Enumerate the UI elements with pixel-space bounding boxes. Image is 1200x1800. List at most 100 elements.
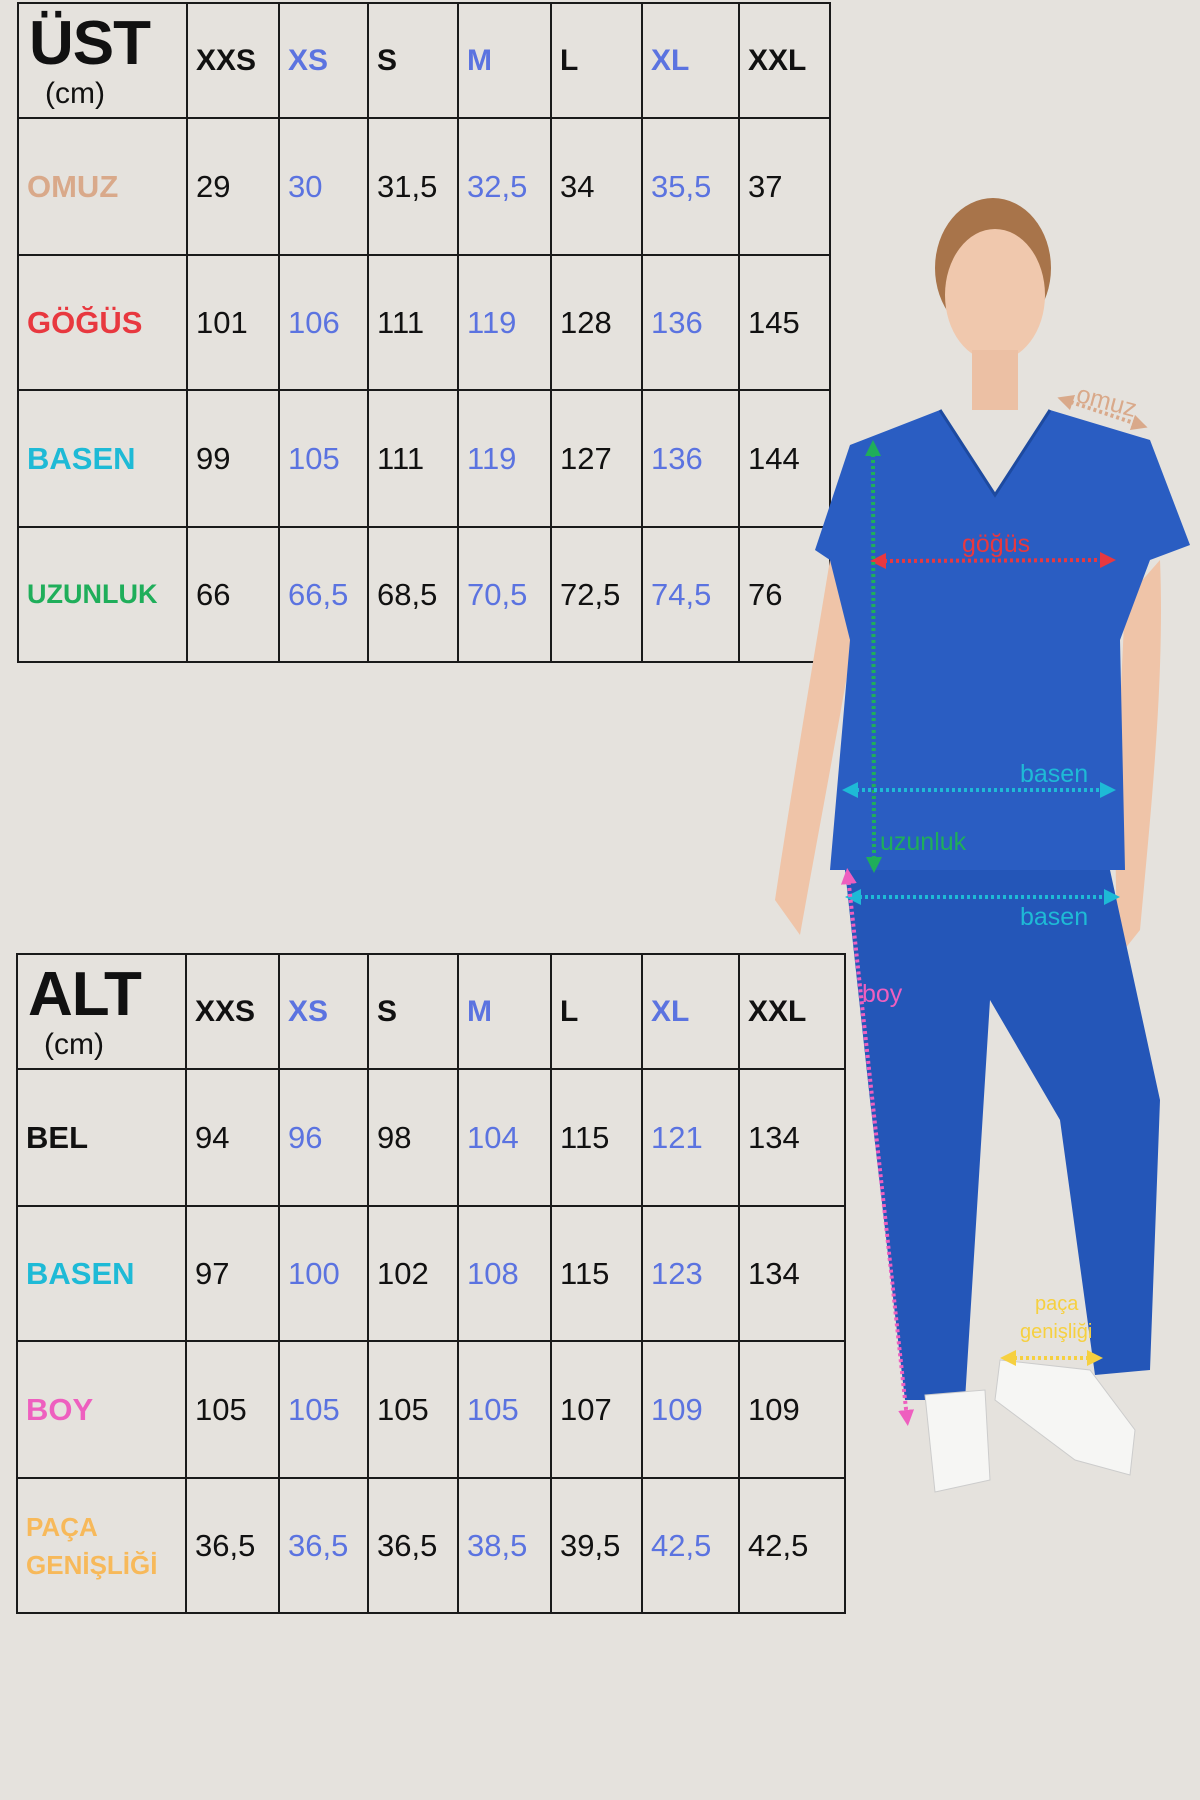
value-cell: 115 xyxy=(550,1205,643,1342)
value-cell: 34 xyxy=(550,117,643,256)
value-cell: 105 xyxy=(367,1340,459,1479)
value-cell: 38,5 xyxy=(457,1477,552,1614)
value-cell: 101 xyxy=(186,254,280,391)
value-cell: 121 xyxy=(641,1068,740,1207)
value-cell: 109 xyxy=(641,1340,740,1479)
value-cell: 107 xyxy=(550,1340,643,1479)
value-cell: 39,5 xyxy=(550,1477,643,1614)
basen-top-label: basen xyxy=(1020,760,1088,788)
paca-label-1: paça xyxy=(1035,1293,1079,1315)
size-header-s: S xyxy=(367,953,459,1070)
value-cell: 99 xyxy=(186,389,280,528)
table-title-cell: ALT (cm) xyxy=(16,953,187,1070)
shirt xyxy=(815,410,1190,870)
size-header-l: L xyxy=(550,953,643,1070)
model-figure: omuz göğüs uzunluk basen basen boy paça … xyxy=(775,198,1190,1493)
left-shoe xyxy=(924,1389,991,1493)
value-cell: 36,5 xyxy=(367,1477,459,1614)
value-cell: 123 xyxy=(641,1205,740,1342)
value-cell: 70,5 xyxy=(457,526,552,663)
value-cell: 134 xyxy=(738,1205,846,1342)
value-cell: 136 xyxy=(641,254,740,391)
value-cell: 72,5 xyxy=(550,526,643,663)
value-cell: 111 xyxy=(367,254,459,391)
table-row: BOY 105 105 105 105 107 109 109 xyxy=(16,1340,846,1479)
table-title-cell: ÜST (cm) xyxy=(17,2,188,119)
value-cell: 30 xyxy=(278,117,369,256)
value-cell: 106 xyxy=(278,254,369,391)
row-label: BASEN xyxy=(17,389,188,528)
size-header-m: M xyxy=(457,953,552,1070)
value-cell: 68,5 xyxy=(367,526,459,663)
value-cell: 66,5 xyxy=(278,526,369,663)
value-cell: 97 xyxy=(185,1205,280,1342)
size-header-xs: XS xyxy=(278,2,369,119)
header-row: ALT (cm) XXS XS S M L XL XXL xyxy=(16,953,846,1070)
pants xyxy=(845,870,1160,1400)
table-row: OMUZ 29 30 31,5 32,5 34 35,5 37 xyxy=(17,117,831,256)
value-cell: 119 xyxy=(457,389,552,528)
value-cell: 105 xyxy=(185,1340,280,1479)
table-row: UZUNLUK 66 66,5 68,5 70,5 72,5 74,5 76 xyxy=(17,526,831,663)
value-cell: 66 xyxy=(186,526,280,663)
value-cell: 127 xyxy=(550,389,643,528)
top-size-table: ÜST (cm) XXS XS S M L XL XXL OMUZ 29 30 31,5 32,5 34 35… xyxy=(17,2,831,663)
row-label: UZUNLUK xyxy=(17,526,188,663)
size-header-s: S xyxy=(367,2,459,119)
value-cell: 128 xyxy=(550,254,643,391)
uzunluk-label: uzunluk xyxy=(880,828,967,856)
basen-top-measure: basen xyxy=(842,760,1116,798)
value-cell: 42,5 xyxy=(641,1477,740,1614)
value-cell: 35,5 xyxy=(641,117,740,256)
value-cell: 144 xyxy=(738,389,831,528)
table-unit: (cm) xyxy=(45,76,105,110)
size-header-xxl: XXL xyxy=(738,953,846,1070)
value-cell: 111 xyxy=(367,389,459,528)
header-row: ÜST (cm) XXS XS S M L XL XXL xyxy=(17,2,831,119)
value-cell: 105 xyxy=(278,1340,369,1479)
boy-label: boy xyxy=(862,980,903,1008)
size-header-xl: XL xyxy=(641,953,740,1070)
size-header-l: L xyxy=(550,2,643,119)
right-arm xyxy=(1115,560,1161,955)
size-header-xs: XS xyxy=(278,953,369,1070)
value-cell: 42,5 xyxy=(738,1477,846,1614)
row-label: GÖĞÜS xyxy=(17,254,188,391)
paca-label-2: genişliği xyxy=(1020,1321,1092,1343)
size-header-xxs: XXS xyxy=(185,953,280,1070)
row-label: OMUZ xyxy=(17,117,188,256)
value-cell: 98 xyxy=(367,1068,459,1207)
value-cell: 94 xyxy=(185,1068,280,1207)
value-cell: 105 xyxy=(278,389,369,528)
value-cell: 96 xyxy=(278,1068,369,1207)
table-row: PAÇA GENİŞLİĞİ 36,5 36,5 36,5 38,5 39,5 42,5 42… xyxy=(16,1477,846,1614)
size-header-xl: XL xyxy=(641,2,740,119)
gogus-measure: göğüs xyxy=(870,530,1116,569)
value-cell: 134 xyxy=(738,1068,846,1207)
value-cell: 29 xyxy=(186,117,280,256)
table-row: GÖĞÜS 101 106 111 119 128 136 145 xyxy=(17,254,831,391)
value-cell: 37 xyxy=(738,117,831,256)
omuz-label: omuz xyxy=(1074,380,1140,423)
value-cell: 105 xyxy=(457,1340,552,1479)
neck xyxy=(972,350,1018,410)
size-header-xxs: XXS xyxy=(186,2,280,119)
left-arm xyxy=(775,560,860,935)
size-header-m: M xyxy=(457,2,552,119)
value-cell: 115 xyxy=(550,1068,643,1207)
value-cell: 136 xyxy=(641,389,740,528)
value-cell: 32,5 xyxy=(457,117,552,256)
paca-measure: paça genişliği xyxy=(1000,1293,1103,1366)
value-cell: 102 xyxy=(367,1205,459,1342)
value-cell: 36,5 xyxy=(185,1477,280,1614)
shirt-vneck xyxy=(938,409,1052,498)
value-cell: 104 xyxy=(457,1068,552,1207)
table-unit: (cm) xyxy=(44,1027,104,1061)
table-title: ALT xyxy=(28,959,142,1029)
row-label: BASEN xyxy=(16,1205,187,1342)
value-cell: 108 xyxy=(457,1205,552,1342)
table-title: ÜST xyxy=(29,8,151,78)
value-cell: 119 xyxy=(457,254,552,391)
value-cell: 36,5 xyxy=(278,1477,369,1614)
gogus-label: göğüs xyxy=(962,530,1030,558)
